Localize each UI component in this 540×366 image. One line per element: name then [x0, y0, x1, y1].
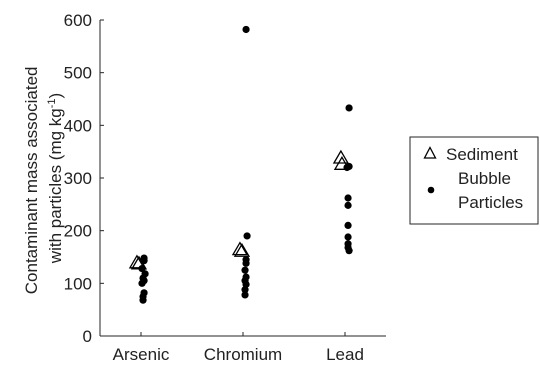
legend-sediment-label: Sediment — [446, 145, 518, 164]
sediment-point-lead — [332, 149, 350, 164]
y-axis-label-superscript: -1 — [46, 98, 58, 108]
bubble-particle-point-chromium — [242, 25, 250, 34]
x-tick-label-lead: Lead — [326, 345, 364, 364]
bubble-particle-point-lead — [344, 221, 352, 229]
y-axis-label-line2-suffix: ) — [46, 93, 65, 99]
sediment-point-chromium — [233, 242, 251, 257]
bubble-particle-point-chromium — [243, 232, 251, 240]
bubble-particle-point-arsenic — [138, 279, 146, 287]
x-tick-label-chromium: Chromium — [204, 345, 282, 364]
y-tick-label: 300 — [64, 169, 92, 188]
y-axis-label-line1: Contaminant mass associated — [22, 67, 41, 295]
y-tick-label: 200 — [64, 222, 92, 241]
bubble-particle-point-chromium — [241, 286, 249, 294]
y-axis-label: Contaminant mass associated with particl… — [22, 62, 65, 294]
bubble-particle-point-lead — [345, 247, 353, 255]
legend-bubble-label-line1: Bubble — [458, 169, 511, 188]
y-tick-label: 0 — [83, 327, 92, 346]
y-tick-label: 100 — [64, 274, 92, 293]
x-ticks: Arsenic Chromium Lead — [113, 332, 364, 364]
bubble-particle-point-arsenic — [138, 264, 146, 273]
sediment-point-lead — [333, 156, 351, 170]
legend-bubble-label-line2: Particles — [458, 193, 523, 212]
y-ticks: 0 100 200 300 400 500 600 — [64, 11, 104, 346]
bubble-particle-point-lead — [344, 201, 352, 209]
data-markers — [128, 25, 353, 304]
bubble-particle-point-lead — [343, 163, 351, 172]
bubble-particle-point-chromium — [241, 266, 249, 274]
y-tick-label: 400 — [64, 116, 92, 135]
y-axis-label-line2-text: with particles (mg kg — [46, 108, 65, 264]
sediment-point-chromium — [231, 241, 249, 256]
legend-bubble-marker-icon — [427, 186, 435, 194]
legend-box — [409, 136, 539, 225]
bubble-particle-point-arsenic — [140, 257, 148, 265]
bubble-particle-point-lead — [344, 233, 352, 241]
legend: Sediment Bubble Particles — [409, 136, 539, 225]
bubble-particle-point-lead — [345, 104, 353, 112]
y-axis-label-line2: with particles (mg kg-1) — [46, 93, 65, 264]
y-tick-label: 600 — [64, 11, 92, 30]
legend-sediment-marker-icon — [423, 146, 437, 159]
bubble-particle-point-lead — [344, 194, 352, 202]
bubble-particle-point-chromium — [242, 259, 250, 267]
y-tick-label: 500 — [64, 64, 92, 83]
bubble-particle-point-chromium — [241, 291, 249, 299]
plot-area: 0 100 200 300 400 500 600 Arsenic Chromium Lead — [64, 11, 386, 364]
sediment-point-arsenic — [128, 254, 146, 269]
bubble-particle-point-arsenic — [139, 296, 147, 304]
x-tick-label-arsenic: Arsenic — [113, 345, 170, 364]
